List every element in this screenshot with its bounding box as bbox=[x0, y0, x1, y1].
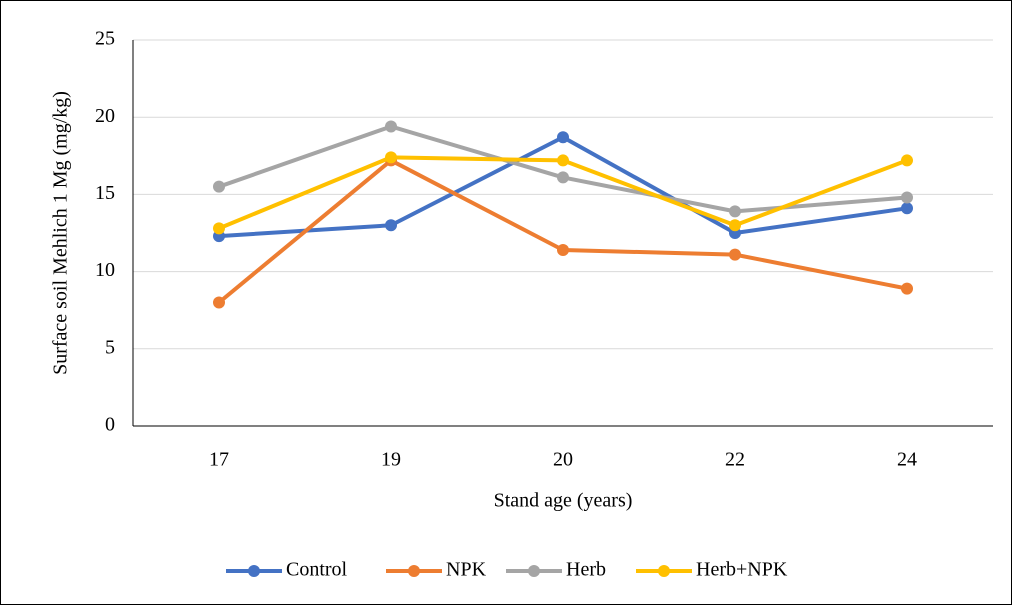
legend-label: NPK bbox=[446, 559, 487, 581]
data-point bbox=[901, 191, 913, 204]
legend-marker bbox=[528, 565, 540, 577]
data-point bbox=[557, 171, 569, 184]
legend-marker bbox=[658, 565, 670, 577]
y-tick-label: 15 bbox=[95, 182, 115, 204]
x-tick-label: 24 bbox=[897, 449, 917, 471]
data-point bbox=[557, 243, 569, 256]
x-tick-label: 17 bbox=[209, 449, 229, 471]
x-tick-label: 19 bbox=[381, 449, 401, 471]
data-point bbox=[901, 282, 913, 295]
data-point bbox=[729, 219, 741, 232]
x-tick-label: 22 bbox=[725, 449, 745, 471]
legend-label: Control bbox=[286, 559, 348, 581]
legend-label: Herb+NPK bbox=[696, 559, 788, 581]
data-point bbox=[901, 154, 913, 167]
data-point bbox=[213, 222, 225, 235]
x-axis-label: Stand age (years) bbox=[494, 490, 633, 512]
data-point bbox=[901, 202, 913, 215]
data-point bbox=[385, 151, 397, 164]
data-point bbox=[213, 180, 225, 193]
data-point bbox=[385, 120, 397, 133]
y-tick-label: 0 bbox=[105, 414, 115, 436]
data-point bbox=[385, 219, 397, 232]
legend-marker bbox=[248, 565, 260, 577]
legend-marker bbox=[408, 565, 420, 577]
data-point bbox=[729, 248, 741, 261]
y-tick-label: 10 bbox=[95, 259, 115, 281]
data-point bbox=[557, 154, 569, 167]
data-point bbox=[557, 131, 569, 144]
legend-label: Herb bbox=[566, 559, 606, 581]
x-tick-label: 20 bbox=[553, 449, 573, 471]
y-tick-label: 25 bbox=[95, 28, 115, 50]
y-tick-label: 20 bbox=[95, 105, 115, 127]
y-tick-label: 5 bbox=[105, 336, 115, 358]
data-point bbox=[729, 205, 741, 218]
data-point bbox=[213, 296, 225, 309]
y-axis-label: Surface soil Mehlich 1 Mg (mg/kg) bbox=[50, 91, 72, 375]
